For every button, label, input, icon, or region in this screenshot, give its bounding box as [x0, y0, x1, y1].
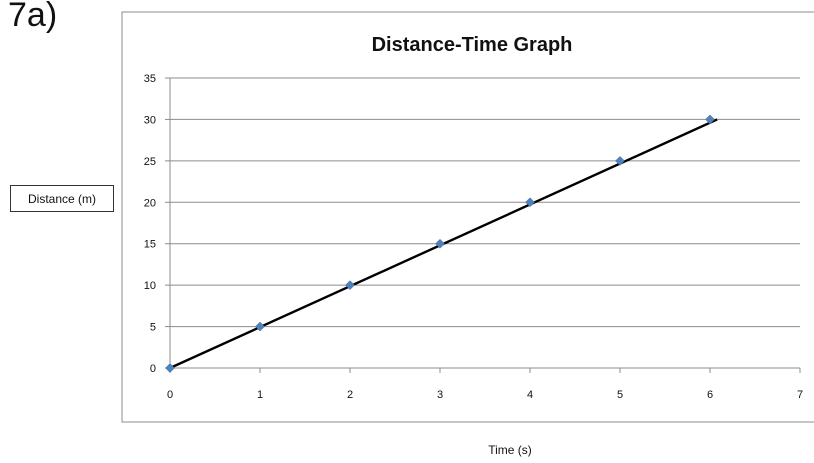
x-tick-label: 7 — [797, 389, 803, 401]
data-points — [165, 114, 715, 373]
figure-label: 7a) — [8, 0, 58, 34]
x-tick-label: 6 — [707, 389, 713, 401]
axes — [165, 77, 801, 373]
y-tick-label: 15 — [144, 239, 156, 251]
chart-title: Distance-Time Graph — [372, 34, 573, 56]
gridlines — [170, 77, 800, 328]
x-tick-labels: 0 1 2 3 4 5 6 7 — [167, 389, 803, 401]
x-tick-label: 4 — [527, 389, 533, 401]
data-point-5 — [615, 156, 625, 166]
x-tick-label: 5 — [617, 389, 623, 401]
x-tick-label: 0 — [167, 389, 173, 401]
data-point-3 — [435, 238, 445, 249]
x-tick-label: 3 — [437, 389, 443, 401]
data-point-0 — [165, 363, 175, 373]
y-tick-label: 30 — [144, 114, 156, 126]
y-tick-labels: 0 5 10 15 20 25 30 35 — [144, 73, 156, 375]
x-tick-label: 1 — [257, 389, 263, 401]
y-tick-label: 20 — [144, 197, 156, 209]
y-tick-label: 35 — [144, 73, 156, 85]
y-tick-label: 0 — [150, 363, 156, 375]
data-point-2 — [345, 280, 355, 290]
y-axis-label: Distance (m) — [10, 185, 114, 212]
x-tick-label: 2 — [347, 389, 353, 401]
chart-area-frame — [121, 11, 814, 423]
data-point-4 — [525, 197, 535, 208]
data-point-6 — [705, 114, 715, 125]
x-axis-label: Time (s) — [488, 443, 532, 457]
y-tick-label: 25 — [144, 156, 156, 168]
y-tick-label: 10 — [144, 280, 156, 292]
data-point-1 — [255, 321, 265, 332]
y-tick-label: 5 — [150, 322, 156, 334]
